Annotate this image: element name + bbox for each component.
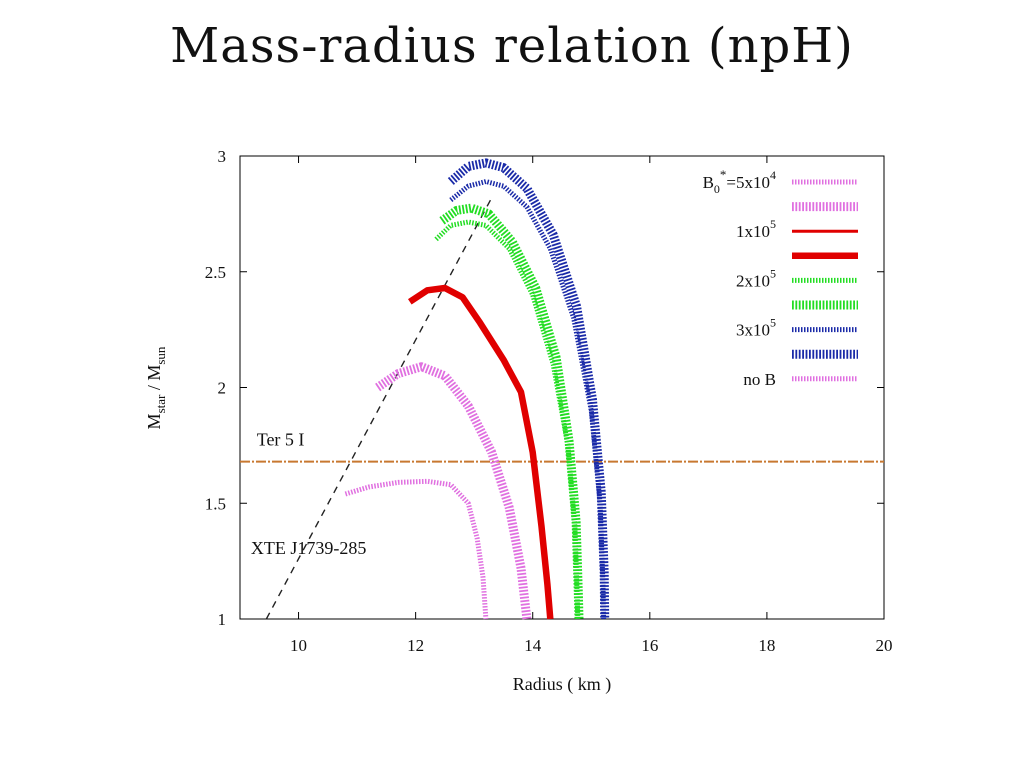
annotation-0: Ter 5 I xyxy=(257,429,305,449)
y-tick-label: 3 xyxy=(218,147,227,166)
legend-label-6: 3x105 xyxy=(736,316,776,340)
y-label-mid: / M xyxy=(144,365,164,395)
legend-label-part: no B xyxy=(743,370,776,389)
y-label-sub1: star xyxy=(153,394,168,413)
mass-radius-curve-3 xyxy=(434,219,581,620)
x-axis-label: Radius ( km ) xyxy=(513,674,612,695)
mass-radius-curve-6 xyxy=(447,158,610,620)
mass-radius-curve-2 xyxy=(408,284,554,620)
legend-label-part: 5 xyxy=(770,266,776,280)
x-tick-label: 16 xyxy=(641,636,658,655)
y-tick-label: 1 xyxy=(218,610,227,629)
x-tick-label: 12 xyxy=(407,636,424,655)
mass-radius-curve-0 xyxy=(344,478,489,620)
legend-label-part: 0 xyxy=(714,182,720,196)
legend-label-4: 2x105 xyxy=(736,266,776,290)
x-tick-label: 10 xyxy=(290,636,307,655)
x-tick-label: 20 xyxy=(876,636,893,655)
legend-label-part: B xyxy=(703,173,714,192)
slide-title: Mass-radius relation (npH) xyxy=(170,18,854,74)
legend-label-part: * xyxy=(720,167,727,182)
x-tick-label: 18 xyxy=(758,636,775,655)
legend-label-2: 1x105 xyxy=(736,217,776,241)
legend-label-part: 4 xyxy=(770,168,776,182)
axis-ticks: 10 12 14 16 18 20 1 1.5 2 2.5 3 xyxy=(205,147,893,655)
annotation-1: XTE J1739-285 xyxy=(251,538,367,558)
mass-radius-curve-5 xyxy=(449,179,607,620)
legend-label-part: 3x10 xyxy=(736,321,770,340)
y-tick-label: 2.5 xyxy=(205,263,226,282)
reference-lines xyxy=(240,197,884,620)
y-tick-label: 1.5 xyxy=(205,494,226,513)
mass-radius-curve-4 xyxy=(439,203,584,620)
mass-radius-curve-1 xyxy=(375,362,532,620)
legend-label-8: no B xyxy=(743,370,776,389)
y-label-sub2: sun xyxy=(153,346,168,365)
y-label-main: M xyxy=(144,413,164,429)
legend-label-0: B0*=5x104 xyxy=(703,167,776,196)
x-tick-label: 14 xyxy=(524,636,542,655)
curves xyxy=(344,158,610,620)
causality-dashed-line xyxy=(265,197,493,620)
y-axis-label: Mstar / Msun xyxy=(144,346,168,429)
legend-label-part: 1x10 xyxy=(736,222,770,241)
annotations: Ter 5 I XTE J1739-285 xyxy=(251,429,367,558)
legend-label-part: 5 xyxy=(770,217,776,231)
legend-label-part: =5x10 xyxy=(726,173,770,192)
legend-label-part: 2x10 xyxy=(736,271,770,290)
y-tick-label: 2 xyxy=(218,379,227,398)
legend-label-part: 5 xyxy=(770,316,776,330)
